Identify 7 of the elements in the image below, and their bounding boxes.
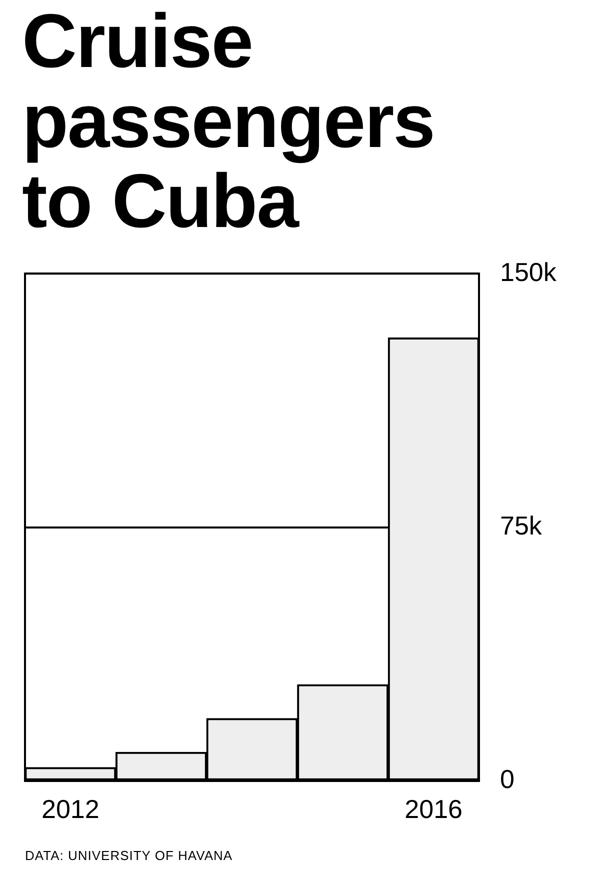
- y-tick-label: 0: [500, 764, 514, 794]
- x-tick-label: 2012: [41, 794, 100, 824]
- chart-title: Cruise passengers to Cuba: [22, 0, 436, 244]
- text: DATA: UNIVERSITY OF HAVANA: [25, 848, 233, 863]
- x-tick-label: 2016: [404, 794, 463, 824]
- y-tick-label: 150k: [500, 256, 558, 287]
- y-tick-label: 75k: [500, 510, 543, 540]
